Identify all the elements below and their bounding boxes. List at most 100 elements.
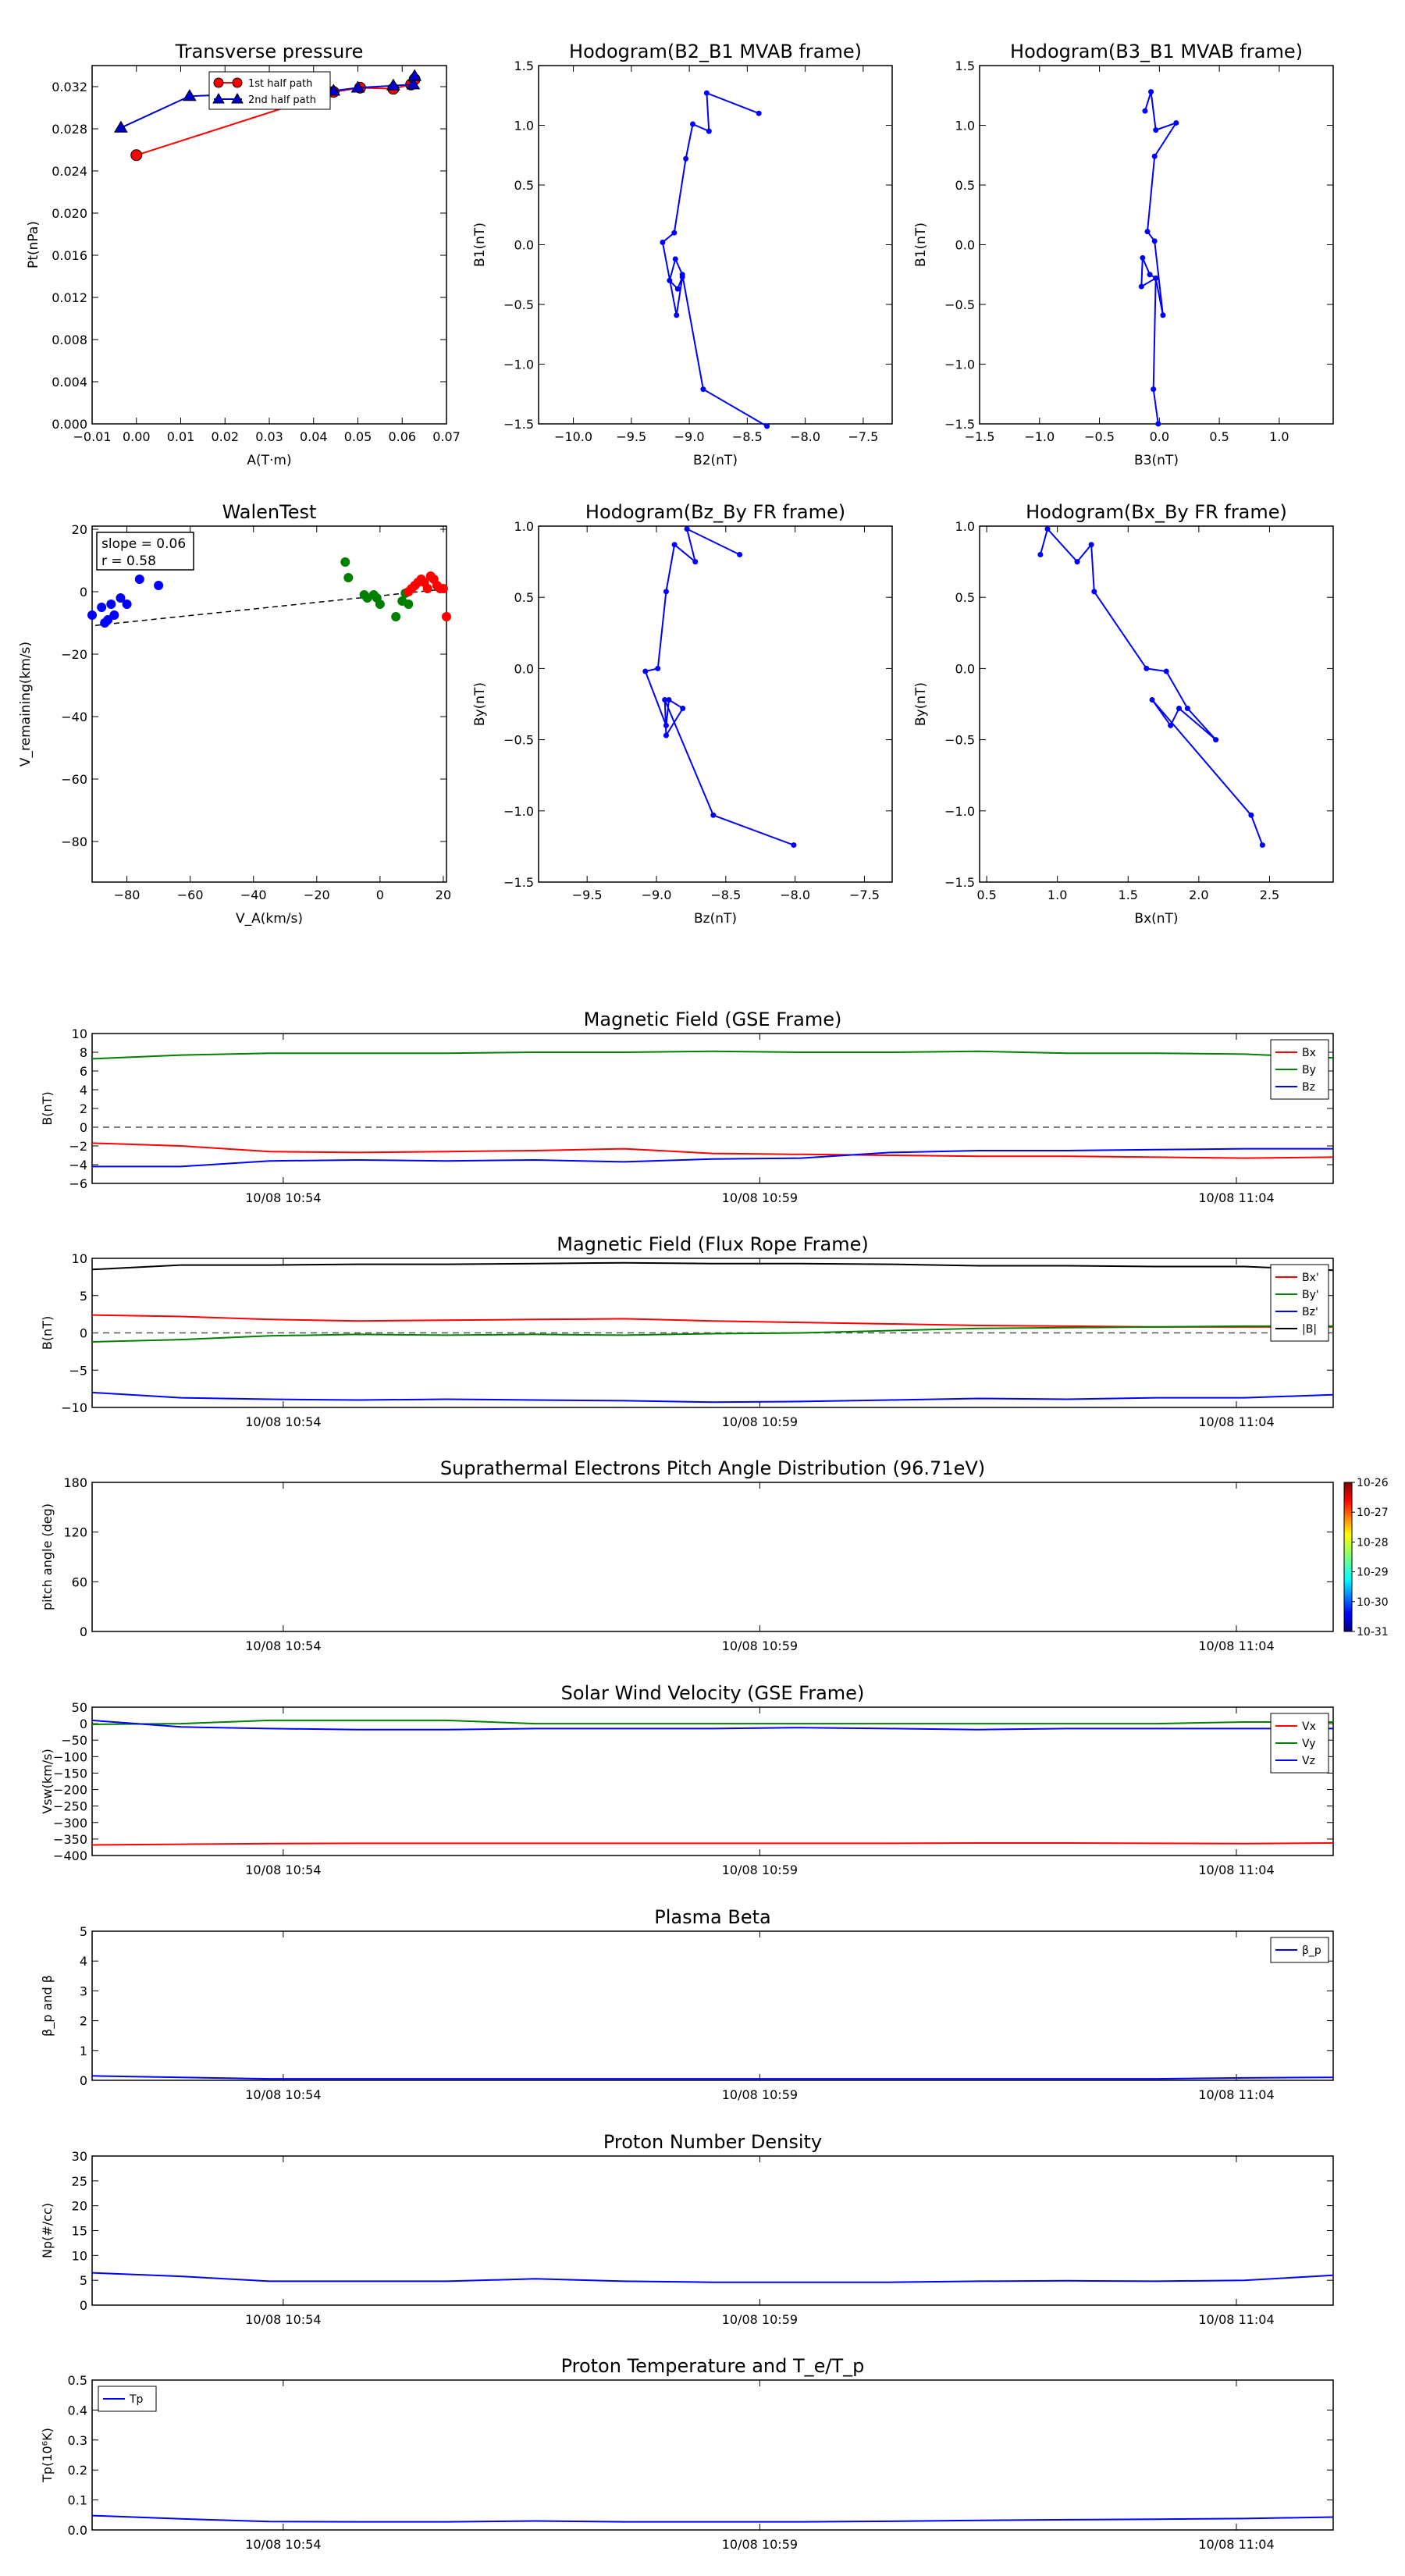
series-line	[661, 91, 768, 427]
y-tick-label: −0.5	[944, 733, 975, 748]
y-tick-label: −150	[53, 1766, 87, 1781]
data-point	[350, 80, 365, 93]
y-tick-label: 0.0	[955, 238, 975, 253]
time-tick-label: 10/08 11:04	[1198, 1638, 1274, 1653]
y-tick-label: −200	[53, 1783, 87, 1798]
y-axis-label: B(nT)	[40, 1316, 55, 1350]
legend-box	[208, 71, 331, 110]
legend-label: Vz	[1302, 1755, 1315, 1767]
y-tick-label: 0.004	[52, 375, 87, 390]
series-line	[91, 1261, 1334, 1272]
legend-marker	[232, 77, 243, 88]
y-tick-label: −1.0	[944, 358, 975, 372]
panel-mag_fr: −10 −5 0 5 10 10/08 10:54 10/08 10:59 10/08 11:…	[40, 1233, 1334, 1429]
y-tick-label: −0.5	[944, 297, 975, 312]
y-tick-label: −1.0	[503, 358, 534, 372]
time-tick-label: 10/08 11:04	[1198, 2537, 1274, 2552]
data-point	[343, 573, 354, 582]
chart-title: Hodogram(B3_B1 MVAB frame)	[1010, 41, 1303, 62]
y-tick-label: −6	[69, 1176, 87, 1191]
panel-pad: 0 60 120 180 10/08 10:54 10/08 10:59 10/08 11:…	[40, 1457, 1389, 1653]
time-tick-label: 10/08 10:54	[245, 1863, 321, 1877]
series-line	[91, 1719, 1333, 1731]
y-tick-label: 0	[80, 2073, 87, 2088]
data-point	[1149, 697, 1155, 703]
chart-title: Solar Wind Velocity (GSE Frame)	[561, 1682, 865, 1704]
data-point	[1153, 275, 1159, 281]
y-tick-label: −4	[69, 1158, 87, 1172]
series-line	[1039, 527, 1264, 845]
x-tick-label: 0	[376, 888, 384, 902]
y-tick-label: 0.4	[68, 2403, 87, 2418]
y-tick-label: 0.2	[68, 2463, 87, 2478]
data-point	[1144, 665, 1150, 671]
colorbar	[1343, 1482, 1353, 1632]
data-point	[114, 120, 128, 133]
y-tick-label: 25	[72, 2174, 87, 2189]
data-point	[737, 551, 743, 557]
y-tick-label: −50	[61, 1733, 87, 1748]
series-line	[91, 1050, 1334, 1060]
panel-tpp: 0.0 0.1 0.2 0.3 0.4 0.5 10/08 10:54 10/08 10:59…	[40, 2355, 1334, 2552]
y-tick-label: 6	[80, 1064, 87, 1079]
x-tick-label: −10.0	[554, 429, 592, 444]
y-axis-label: B1(nT)	[472, 222, 488, 267]
data-point	[1184, 705, 1190, 711]
data-point	[1151, 153, 1158, 159]
time-tick-label: 10/08 10:59	[722, 1638, 798, 1653]
plot-frame	[538, 65, 893, 425]
legend-label: Bx'	[1302, 1272, 1319, 1284]
y-tick-label: 0.5	[514, 590, 534, 605]
panel-tp: 0.000 0.004 0.008 0.012 0.016 0.020 0.024 0.028…	[26, 41, 461, 468]
legend-label: β_p	[1302, 1944, 1321, 1957]
data-point	[1176, 705, 1182, 711]
data-point	[1088, 542, 1094, 548]
legend-box	[1270, 1713, 1329, 1774]
data-point	[706, 128, 712, 134]
y-axis-label: Vsw(km/s)	[40, 1749, 55, 1813]
y-tick-label: −350	[53, 1832, 87, 1847]
y-tick-label: 0.5	[955, 590, 975, 605]
y-tick-label: 3	[80, 1984, 87, 1998]
data-point	[1148, 89, 1154, 95]
x-axis-label: V_A(km/s)	[236, 911, 303, 927]
y-tick-label: 0.5	[68, 2373, 87, 2388]
data-point	[703, 90, 710, 96]
y-tick-label: 10	[72, 1026, 87, 1041]
legend-label: |B|	[1302, 1323, 1317, 1336]
chart-title: Magnetic Field (GSE Frame)	[584, 1009, 842, 1030]
annotation-box	[96, 532, 194, 571]
x-tick-label: −7.5	[849, 888, 880, 902]
y-tick-label: −1.5	[944, 875, 975, 890]
colorbar-label: 10-26	[1357, 1477, 1389, 1489]
plot-frame	[91, 1706, 1334, 1856]
time-tick-label: 10/08 10:54	[245, 2537, 321, 2552]
plot-frame	[979, 65, 1334, 425]
data-point	[1147, 272, 1153, 278]
y-tick-label: −5	[69, 1363, 87, 1378]
data-point	[122, 600, 132, 609]
y-tick-label: 20	[72, 522, 87, 537]
y-tick-label: 0.024	[52, 164, 87, 179]
x-tick-label: 0.03	[255, 429, 283, 444]
data-point	[1074, 559, 1080, 565]
y-tick-label: 1.5	[514, 59, 534, 73]
y-tick-label: 8	[80, 1045, 87, 1060]
data-point	[666, 697, 672, 703]
y-axis-label: By(nT)	[472, 682, 488, 726]
panel-h3: −1.5 −1.0 −0.5 0.0 0.5 1.0 −9.5 −9.0 −8.5 −8.0 −7.…	[472, 501, 893, 927]
y-tick-label: 30	[72, 2149, 87, 2164]
y-tick-label: −0.5	[503, 733, 534, 748]
y-tick-label: 0	[80, 2298, 87, 2313]
y-tick-label: −80	[61, 834, 87, 849]
y-tick-label: −20	[61, 647, 87, 662]
data-point	[422, 584, 432, 593]
x-tick-label: 0.5	[976, 888, 996, 902]
x-tick-label: 20	[436, 888, 451, 902]
colorbar-label: 10-28	[1357, 1536, 1389, 1549]
y-tick-label: 0	[80, 1624, 87, 1639]
data-point	[1044, 526, 1051, 532]
time-tick-label: 10/08 11:04	[1198, 2312, 1274, 2327]
time-tick-label: 10/08 10:54	[245, 2312, 321, 2327]
